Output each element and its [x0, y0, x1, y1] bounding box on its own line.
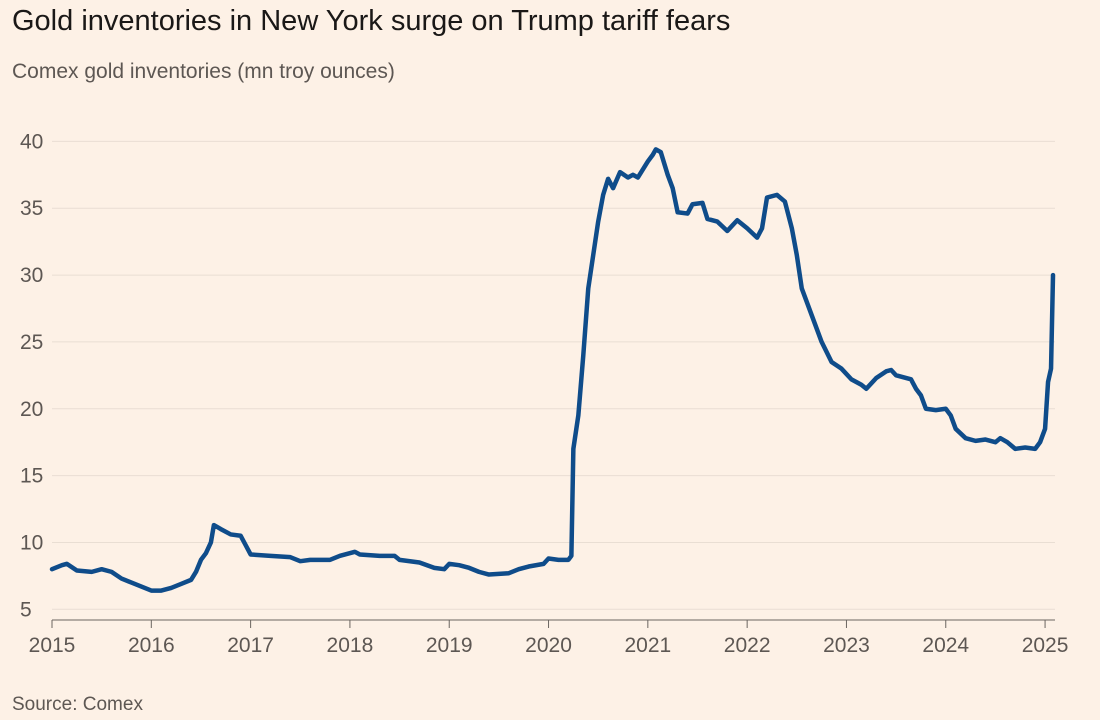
x-tick-label: 2018: [327, 634, 374, 657]
y-tick-label: 40: [20, 130, 43, 153]
y-tick-label: 20: [20, 398, 43, 421]
chart-title: Gold inventories in New York surge on Tr…: [12, 5, 730, 37]
y-tick-label: 35: [20, 197, 43, 220]
x-tick-label: 2015: [29, 634, 76, 657]
y-tick-label: 30: [20, 264, 43, 287]
x-tick-label: 2016: [128, 634, 175, 657]
x-tick-label: 2022: [724, 634, 771, 657]
x-tick-label: 2021: [624, 634, 671, 657]
source: Source: Comex: [12, 694, 143, 715]
x-tick-label: 2025: [1022, 634, 1069, 657]
x-tick-label: 2017: [227, 634, 274, 657]
y-tick-label: 5: [20, 598, 32, 621]
y-tick-label: 25: [20, 331, 43, 354]
x-tick-label: 2024: [922, 634, 969, 657]
x-tick-label: 2020: [525, 634, 572, 657]
y-tick-label: 10: [20, 531, 43, 554]
data-line: [49, 147, 1056, 593]
y-tick-label: 15: [20, 465, 43, 488]
chart-subtitle: Comex gold inventories (mn troy ounces): [12, 60, 395, 83]
x-tick-label: 2019: [426, 634, 473, 657]
x-tick-label: 2023: [823, 634, 870, 657]
